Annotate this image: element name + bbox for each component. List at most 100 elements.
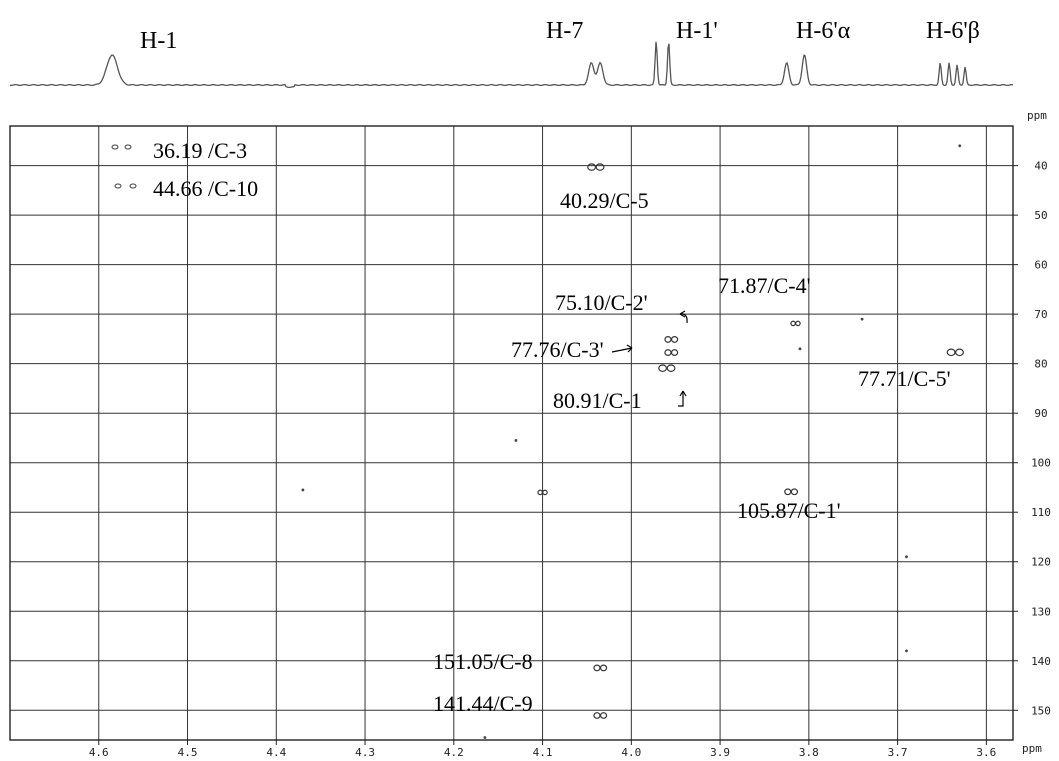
x-axis-ticks: 4.6 4.5 4.4 4.3 4.2 4.1 4.0 3.9 3.8 3.7 3.6 xyxy=(89,740,996,759)
y-tick-label: 40 xyxy=(1034,160,1047,173)
annotation-c2p: 75.10/C-2' xyxy=(555,290,648,315)
y-tick-label: 50 xyxy=(1034,209,1047,222)
cross-peak-contour xyxy=(124,144,132,150)
cross-peak-contour xyxy=(795,320,801,327)
cross-peak-contour xyxy=(784,488,792,496)
x-axis-unit: ppm xyxy=(1022,742,1042,755)
cross-peak-dot xyxy=(483,736,487,739)
cross-peak xyxy=(593,712,608,719)
cross-peak xyxy=(784,488,799,496)
arrow-c2p-head xyxy=(679,310,686,318)
arrow-c3p xyxy=(611,347,633,353)
cross-peak-dot xyxy=(798,347,802,351)
cross-peak-dot xyxy=(958,144,962,148)
x-tick-label: 4.2 xyxy=(444,746,464,759)
plot-grid xyxy=(10,126,1013,740)
cross-peak xyxy=(514,439,518,442)
cross-peak xyxy=(905,555,908,559)
arrow-c1 xyxy=(678,391,684,407)
y-axis-ticks: 40 50 60 70 80 90 100 110 120 130 140 150 xyxy=(1013,160,1051,717)
cross-peak-contour xyxy=(537,489,543,496)
x-tick-label: 4.1 xyxy=(533,746,553,759)
cross-peak-contour xyxy=(595,163,605,171)
cross-peak xyxy=(537,489,548,496)
cross-peak xyxy=(587,163,605,171)
cross-peak xyxy=(946,348,964,357)
y-tick-label: 80 xyxy=(1034,358,1047,371)
y-tick-label: 110 xyxy=(1031,506,1051,519)
y-axis-unit: ppm xyxy=(1027,109,1047,122)
proton-peak-label: H-1 xyxy=(140,28,177,54)
cross-peak-dot xyxy=(514,439,518,442)
cross-peak-contour xyxy=(599,712,608,719)
cross-peak xyxy=(301,488,305,492)
x-tick-label: 3.6 xyxy=(976,746,996,759)
cross-peak-contour xyxy=(790,320,796,327)
annotation-arrows xyxy=(611,310,688,407)
proton-peak-labels: H-1 H-7 H-1' H-6'α H-6'β xyxy=(140,18,980,54)
cross-peak-contour xyxy=(114,183,122,189)
x-tick-label: 4.5 xyxy=(178,746,198,759)
arrow-c1-head xyxy=(679,390,687,397)
cross-peak xyxy=(860,317,864,321)
cross-peak-contour xyxy=(670,336,679,343)
y-tick-label: 70 xyxy=(1034,308,1047,321)
cross-peak xyxy=(664,349,679,356)
cross-peak xyxy=(483,736,487,739)
cross-peak xyxy=(905,649,908,653)
cross-peak-contour xyxy=(599,664,608,672)
cross-peak-dot xyxy=(301,488,305,492)
annotation-c4p: 71.87/C-4' xyxy=(718,273,811,298)
cross-peak-contour xyxy=(946,348,956,357)
cross-peak xyxy=(658,364,676,372)
cross-peak-contour xyxy=(593,712,601,719)
proton-projection-trace xyxy=(9,41,1014,89)
x-tick-label: 3.8 xyxy=(799,746,819,759)
proton-peak-label: H-7 xyxy=(546,18,583,44)
cross-peak xyxy=(664,336,679,343)
x-tick-label: 3.9 xyxy=(710,746,730,759)
proton-peak-label: H-6'β xyxy=(926,18,980,44)
annotation-c10: 44.66 /C-10 xyxy=(153,176,258,201)
y-tick-label: 130 xyxy=(1031,605,1051,618)
y-tick-label: 90 xyxy=(1034,407,1047,420)
annotation-c5: 40.29/C-5 xyxy=(560,188,649,213)
cross-peak xyxy=(958,144,962,148)
cross-peak-dot xyxy=(905,555,908,559)
cross-peak-contour xyxy=(593,664,601,672)
arrow-c3p-head xyxy=(626,344,633,353)
annotation-c3: 36.19 /C-3 xyxy=(153,138,247,163)
y-tick-label: 140 xyxy=(1031,655,1051,668)
cross-peak-contour xyxy=(955,348,964,357)
annotation-c8: 151.05/C-8 xyxy=(433,649,533,674)
cross-peak xyxy=(593,664,608,672)
x-tick-label: 4.6 xyxy=(89,746,109,759)
y-tick-label: 60 xyxy=(1034,259,1047,272)
annotation-c3p: 77.76/C-3' xyxy=(511,337,604,362)
cross-peak-contour xyxy=(664,336,672,343)
y-tick-label: 150 xyxy=(1031,704,1051,717)
plot-frame xyxy=(9,125,1014,741)
cross-peak-contour xyxy=(542,489,548,496)
cross-peak-contour xyxy=(666,364,676,372)
annotation-c1p: 105.87/C-1' xyxy=(737,498,841,523)
y-tick-label: 100 xyxy=(1031,457,1051,470)
annotation-c5p: 77.71/C-5' xyxy=(858,366,951,391)
x-tick-label: 4.3 xyxy=(355,746,375,759)
proton-peak-label: H-6'α xyxy=(796,18,851,44)
cross-peak xyxy=(790,320,801,327)
cross-peak-dot xyxy=(905,649,908,653)
cross-peaks xyxy=(111,144,964,739)
y-tick-label: 120 xyxy=(1031,556,1051,569)
cross-peak xyxy=(798,347,802,351)
annotation-c1: 80.91/C-1 xyxy=(553,388,642,413)
cross-peak-contour xyxy=(658,364,668,372)
cross-peak-contour xyxy=(790,488,799,496)
cross-peak-contour xyxy=(664,349,672,356)
x-tick-label: 4.4 xyxy=(266,746,286,759)
cross-peak-contour xyxy=(111,144,119,150)
cross-peak-contour xyxy=(587,163,597,171)
cross-peak-contour xyxy=(129,183,137,189)
proton-peak-label: H-1' xyxy=(676,18,718,44)
